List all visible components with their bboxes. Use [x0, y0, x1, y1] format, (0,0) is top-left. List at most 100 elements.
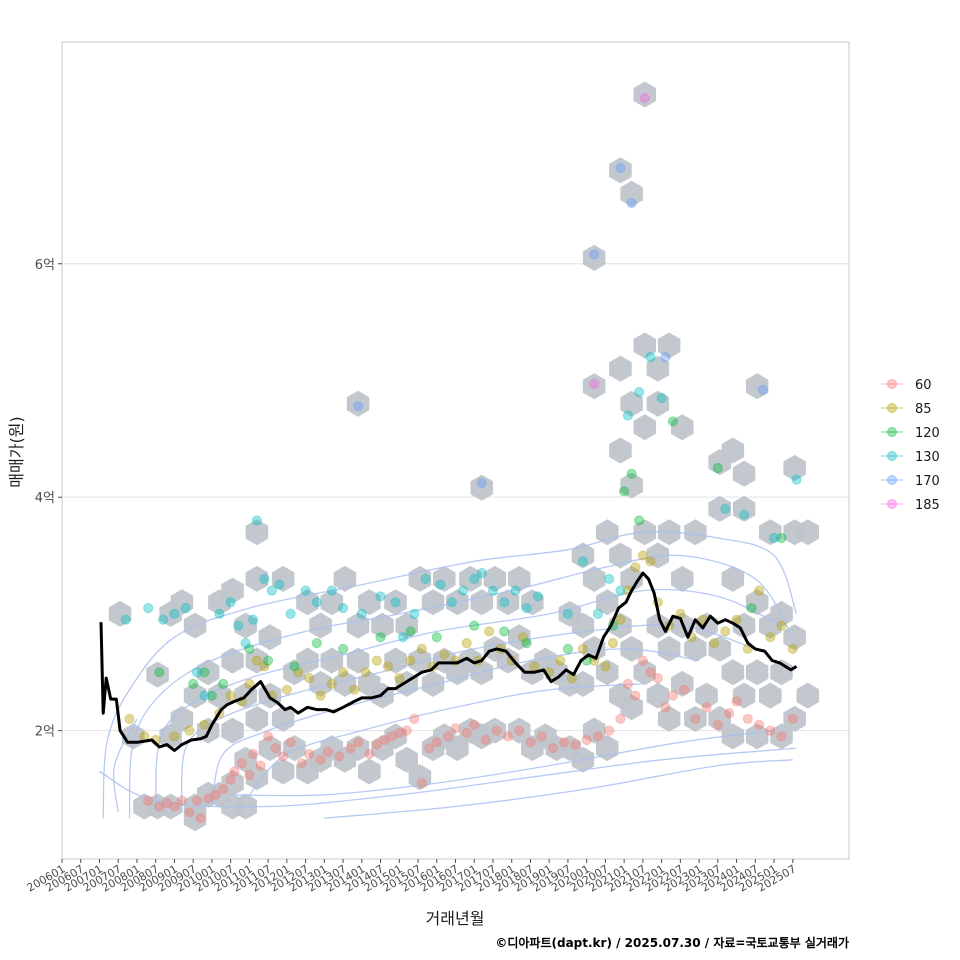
hexbin — [245, 519, 269, 546]
point-170 — [353, 401, 364, 412]
legend-item-85: 85 — [881, 402, 932, 417]
point-85 — [439, 649, 450, 660]
point-85 — [259, 661, 270, 672]
point-130 — [499, 597, 510, 608]
point-85 — [338, 667, 349, 678]
point-170 — [476, 478, 487, 489]
point-85 — [293, 667, 304, 678]
point-130 — [326, 585, 337, 596]
point-85 — [169, 731, 180, 742]
point-130 — [180, 603, 191, 614]
hexbin — [421, 670, 445, 697]
point-130 — [768, 532, 780, 544]
hexbin — [333, 670, 357, 697]
hexbin — [245, 565, 269, 592]
point-130 — [446, 597, 457, 608]
hexbin — [770, 723, 793, 750]
hexbin — [671, 414, 694, 441]
point-85 — [349, 684, 360, 695]
point-60 — [701, 702, 712, 713]
point-85 — [315, 690, 326, 701]
point-130 — [225, 597, 236, 608]
hexbin — [508, 565, 531, 592]
density-contour-layer — [99, 531, 798, 819]
point-130 — [390, 597, 401, 608]
legend-label: 170 — [915, 474, 940, 489]
legend-item-120: 120 — [881, 426, 940, 441]
hexbin — [384, 723, 407, 750]
hexbin — [633, 414, 656, 441]
legend-item-185: 185 — [881, 498, 940, 513]
hexbin — [759, 682, 782, 709]
legend-key-point — [886, 474, 898, 486]
hexbin — [395, 746, 418, 773]
point-85 — [754, 585, 765, 596]
point-120 — [499, 626, 510, 637]
hexbin — [358, 758, 381, 785]
hexbin — [470, 474, 493, 501]
y-axis: 2억 4억 6억 — [35, 258, 62, 740]
point-85 — [326, 678, 337, 690]
hexbin — [695, 682, 718, 709]
scatter-points-layer — [120, 92, 802, 824]
hexbin — [271, 705, 295, 732]
hexbin — [732, 682, 756, 709]
point-85 — [225, 690, 236, 701]
point-120 — [712, 462, 723, 474]
hexbin — [646, 355, 670, 382]
hexbin — [671, 670, 694, 697]
hexbin — [646, 612, 670, 639]
point-60 — [244, 769, 255, 781]
point-130 — [532, 591, 544, 602]
hexbin — [283, 735, 306, 762]
point-60 — [776, 731, 787, 742]
hexbin — [408, 764, 432, 791]
hexbin — [333, 565, 357, 592]
hexbin — [271, 565, 295, 592]
point-60 — [502, 731, 514, 742]
point-120 — [263, 655, 274, 666]
point-60 — [345, 743, 356, 754]
point-60 — [731, 696, 742, 707]
point-120 — [154, 667, 165, 678]
x-axis-title: 거래년월 — [426, 909, 485, 928]
point-120 — [206, 690, 217, 701]
point-120 — [776, 532, 787, 544]
hexbin — [296, 647, 319, 674]
hexbin — [408, 647, 432, 674]
hexbin — [108, 600, 132, 627]
hexbin — [371, 612, 394, 639]
point-85 — [577, 643, 589, 655]
point-60 — [236, 758, 247, 769]
point-60 — [203, 793, 214, 804]
density-contour — [181, 624, 756, 813]
hexbin — [245, 705, 269, 732]
point-85 — [281, 684, 292, 695]
point-60 — [255, 760, 266, 771]
hexbin — [521, 589, 544, 616]
hexbin — [745, 373, 769, 400]
hexbin — [596, 659, 619, 686]
point-130 — [274, 579, 285, 590]
point-60 — [570, 739, 581, 750]
hexbin — [346, 390, 370, 417]
point-85 — [517, 632, 529, 643]
point-130 — [476, 568, 487, 579]
hexbin — [346, 647, 370, 674]
point-120 — [199, 667, 210, 678]
hexbin — [408, 565, 432, 592]
point-120 — [619, 486, 630, 497]
point-120 — [188, 678, 199, 690]
legend-item-60: 60 — [881, 378, 932, 393]
hexbin — [309, 612, 332, 639]
point-60 — [424, 743, 435, 754]
point-60 — [431, 737, 442, 748]
hexbin — [320, 647, 344, 674]
hexbin — [358, 589, 381, 616]
density-contour — [230, 729, 775, 797]
point-60 — [184, 807, 195, 818]
point-130 — [435, 579, 446, 590]
density-contour — [99, 747, 797, 808]
point-85 — [371, 655, 382, 666]
